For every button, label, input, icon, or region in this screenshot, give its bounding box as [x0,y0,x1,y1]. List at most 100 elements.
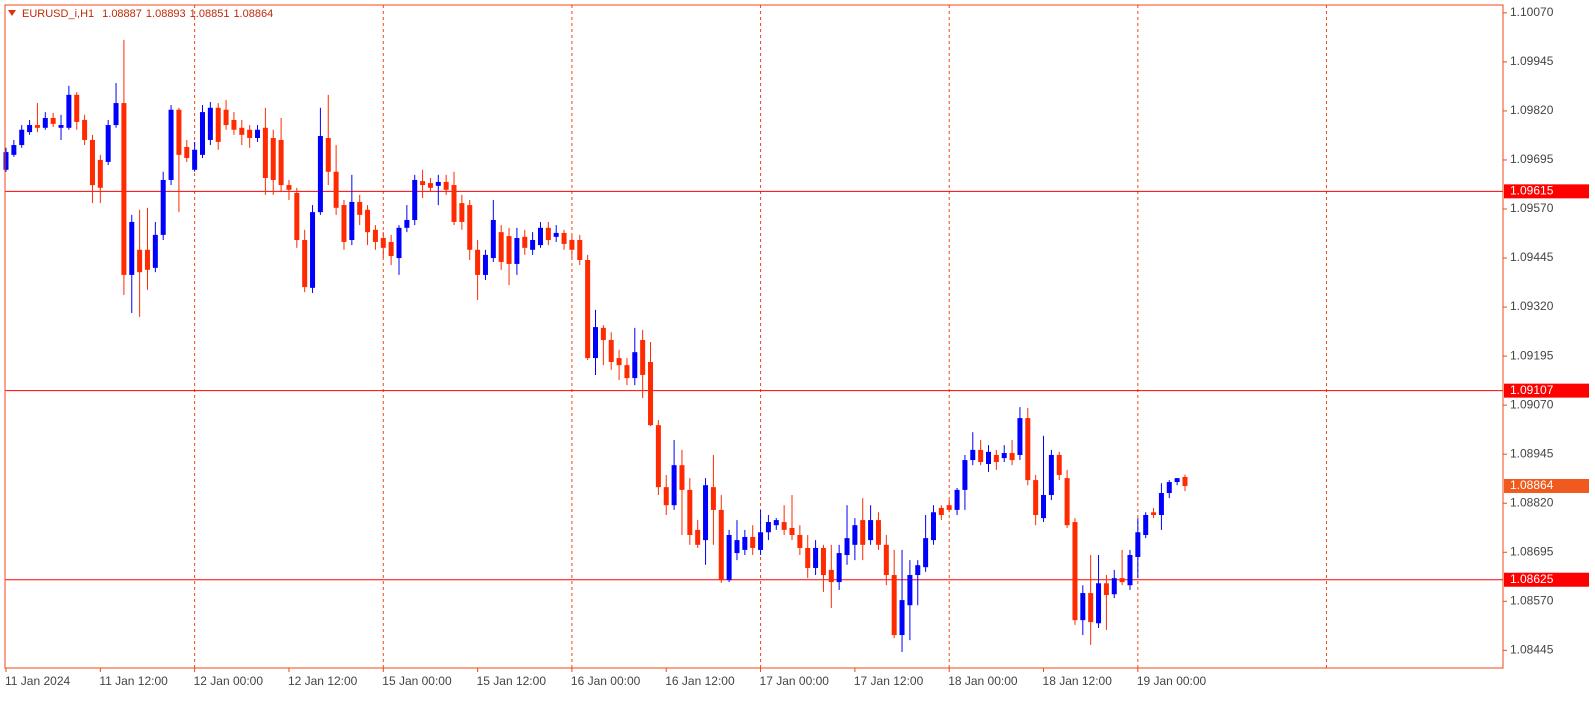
ohlc-open: 1.08887 [102,8,142,20]
level-label: 1.09107 [1510,383,1554,397]
candle-body [891,575,897,636]
candle-body [915,565,921,576]
candle-body [703,485,709,541]
current-price-label: 1.08864 [1510,478,1554,492]
ohlc-low: 1.08851 [190,8,230,20]
candle-body [797,535,803,548]
candle-body [828,569,834,583]
candle-body [954,489,960,510]
candle-body [663,487,669,506]
candle-body [341,205,347,242]
candle-body [19,129,25,146]
candle-body [1041,494,1047,519]
candle-body [923,538,929,568]
candle-body [286,185,292,190]
candle-body [160,179,166,235]
candle-body [255,129,261,138]
y-tick-label: 1.09195 [1510,348,1554,362]
candle-body [585,260,591,359]
candle-body [427,183,433,188]
candle-body [781,522,787,530]
candle-body [1151,512,1157,515]
candle-body [773,520,779,526]
candle-body [1135,532,1141,557]
menu-triangle[interactable] [8,10,16,16]
candle-body [482,254,488,275]
candle-body [1025,418,1031,481]
candle-body [435,181,441,186]
x-tick-label: 12 Jan 12:00 [288,674,358,688]
candle-body [813,547,819,568]
candle-body [302,239,308,288]
candle-body [1166,482,1172,494]
price-axis: 11 Jan 2024 11 Jan 12:00 12 Jan 00:00 12 Ja… [5,5,1589,688]
y-tick-label: 1.09820 [1510,103,1554,117]
candle-body [262,127,268,179]
level-label: 1.08625 [1510,572,1554,586]
y-tick-label: 1.09695 [1510,152,1554,166]
candle-body [537,227,543,246]
candle-body [805,547,811,568]
candle-body [1182,476,1188,486]
candle-body [852,525,858,545]
current-price-box [1504,478,1589,493]
x-tick-label: 18 Jan 12:00 [1043,674,1113,688]
candle-body [412,179,418,220]
candle-body [129,221,135,275]
candle-body [317,136,323,213]
candle-body [978,449,984,463]
candle-body [640,340,646,375]
candle-body [695,529,701,545]
candle-body [1001,453,1007,459]
candle-body [687,489,693,536]
ohlc-close: 1.08864 [233,8,273,20]
candle-body [349,201,355,240]
x-tick-label: 12 Jan 00:00 [194,674,264,688]
candle-body [239,127,245,135]
candle-body [1064,478,1070,526]
candle-body [11,145,17,155]
candle-body [522,236,528,248]
y-tick-label: 1.10070 [1510,5,1554,19]
candle-body [907,575,913,606]
candle-body [860,520,866,545]
candle-body [325,137,331,172]
candle-body [710,487,716,510]
candle-body [655,425,661,488]
candle-body [1017,418,1023,455]
candle-body [1103,583,1109,596]
candle-body [144,249,150,270]
candle-body [616,358,622,366]
candle-body [1009,453,1015,461]
candle-body [121,103,127,275]
level-label-box [1504,184,1589,199]
candle-body [506,236,512,264]
candle-body [946,505,952,510]
candle-body [765,522,771,533]
y-tick-label: 1.08945 [1510,446,1554,460]
x-tick-label: 18 Jan 00:00 [948,674,1018,688]
x-tick-label: 11 Jan 2024 [5,674,70,688]
candle-body [82,119,88,140]
candle-body [184,147,190,158]
candle-body [1048,454,1054,495]
chart-frame [4,4,1504,669]
candle-body [58,125,64,128]
candle-body [679,465,685,490]
candle-body [553,232,559,237]
candle-body [152,234,158,268]
x-tick-label: 16 Jan 12:00 [665,674,735,688]
candle-body [726,535,732,581]
candle-body [514,238,520,264]
candle-body [357,201,363,215]
candle-body [875,520,881,545]
candle-body [962,460,968,490]
candle-body [1158,493,1164,515]
x-tick-label: 15 Jan 12:00 [477,674,547,688]
candle-body [1056,454,1062,475]
candle-body [1033,480,1039,515]
candles [3,39,1188,652]
candle-body [938,507,944,515]
candle-body [836,553,842,583]
